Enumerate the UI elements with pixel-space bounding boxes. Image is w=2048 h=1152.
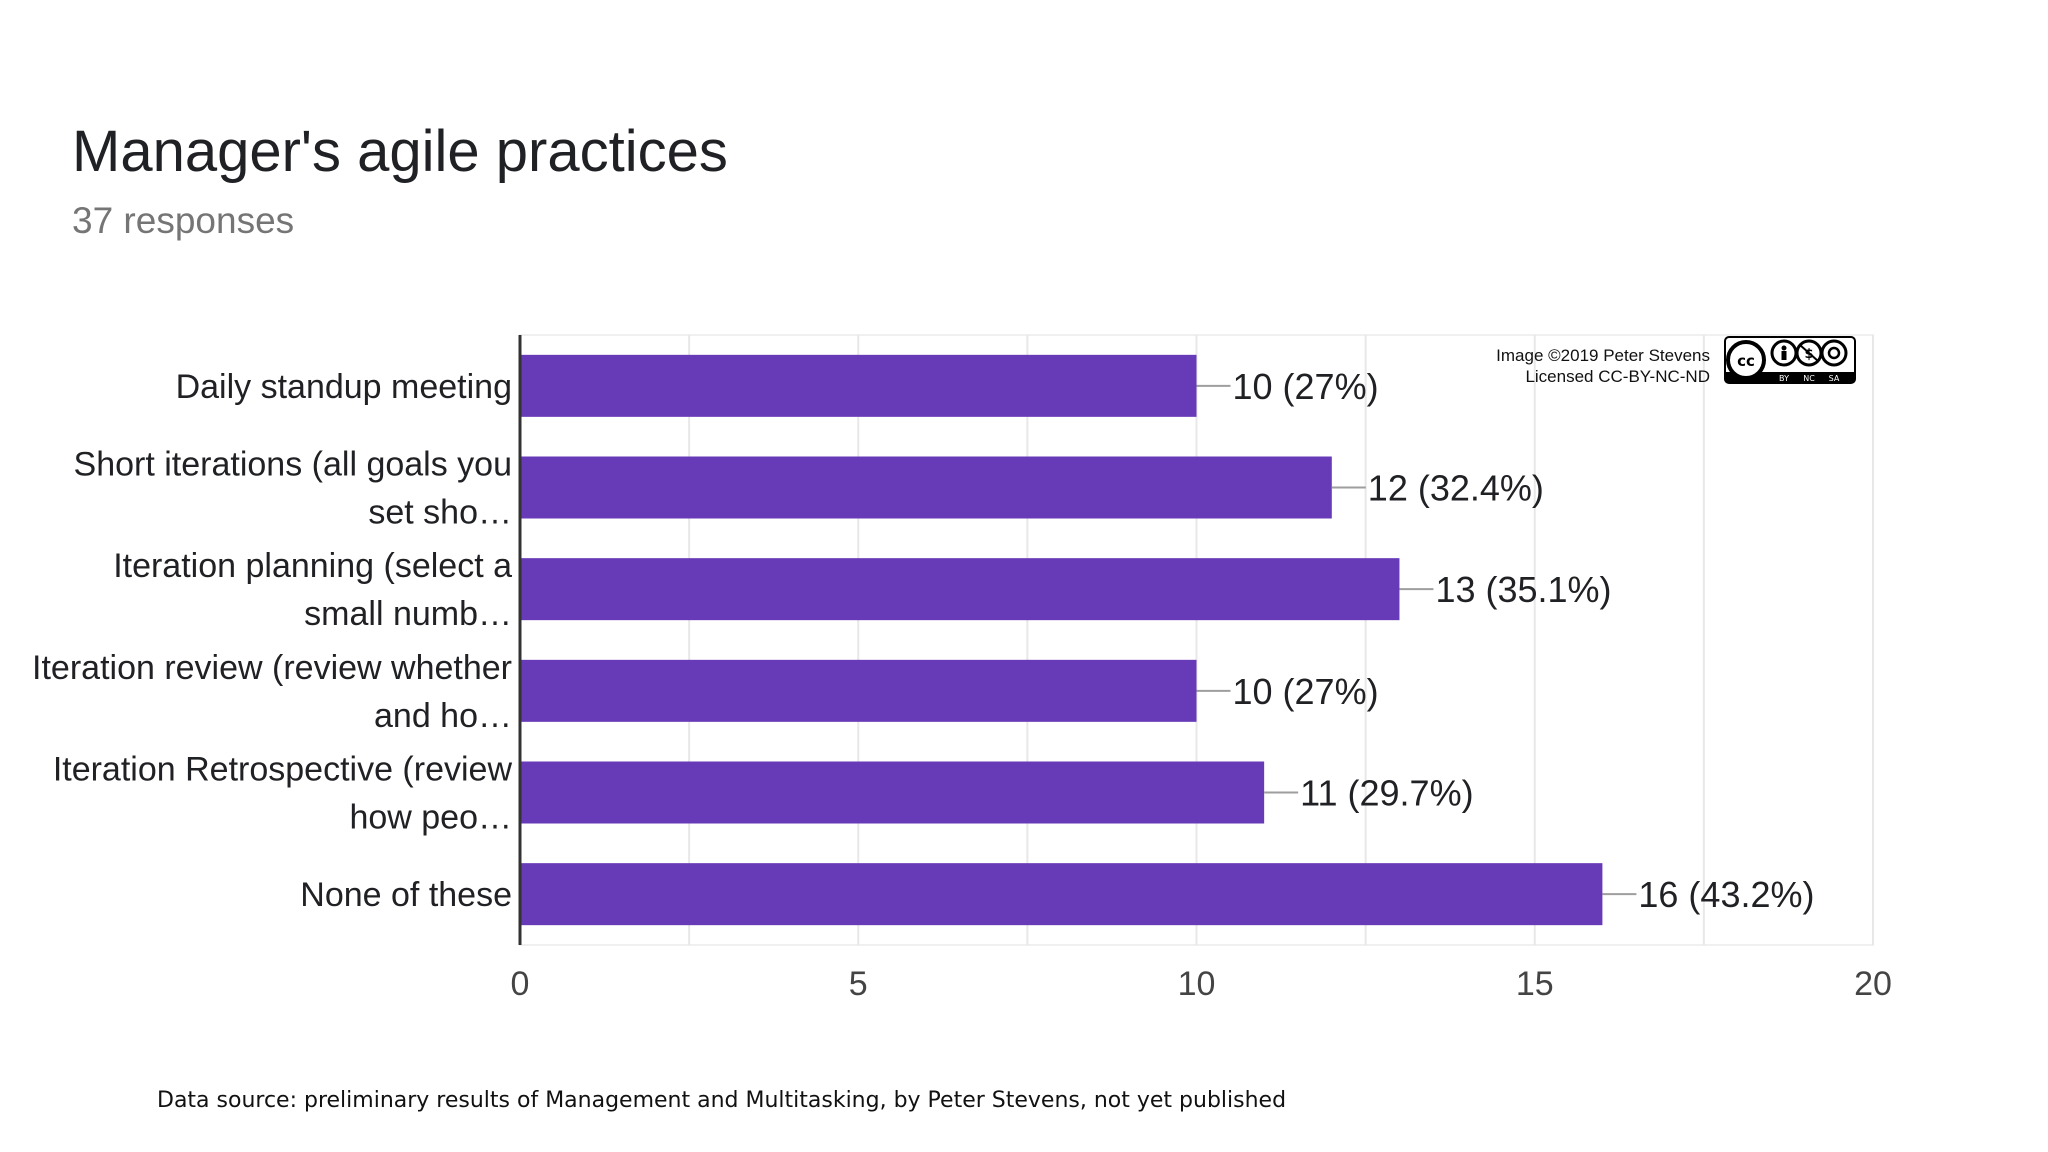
category-label: how peo… [349, 799, 512, 837]
svg-text:cc: cc [1737, 352, 1755, 370]
data-label: 10 (27%) [1233, 671, 1379, 712]
badge-sa-text: SA [1829, 374, 1840, 383]
bar [520, 354, 1197, 417]
x-tick-label: 10 [1178, 965, 1216, 1003]
data-label: 13 (35.1%) [1435, 569, 1611, 610]
bar [520, 761, 1265, 824]
category-label: and ho… [374, 697, 512, 735]
credit-license: Licensed CC-BY-NC-ND [1525, 367, 1710, 386]
bar [520, 558, 1400, 621]
bar [520, 659, 1197, 722]
x-tick-label: 20 [1854, 965, 1892, 1003]
bar [520, 863, 1603, 926]
category-label: Iteration review (review whether [32, 649, 512, 687]
category-label: small numb… [304, 595, 512, 633]
creative-commons-by-nc-sa-icon: cc $ BY NC SA [1724, 336, 1856, 384]
category-label: Iteration planning (select a [113, 547, 512, 585]
badge-by-text: BY [1779, 374, 1789, 383]
image-credit: Image ©2019 Peter Stevens Licensed CC-BY… [1360, 345, 1710, 387]
category-label: Iteration Retrospective (review [53, 751, 513, 789]
credit-copyright: Image ©2019 Peter Stevens [1496, 346, 1710, 365]
category-label: set sho… [368, 494, 512, 532]
response-count: 37 responses [72, 200, 295, 241]
data-label: 12 (32.4%) [1368, 468, 1544, 509]
badge-nc-text: NC [1803, 374, 1815, 383]
data-source-note: Data source: preliminary results of Mana… [157, 1088, 1287, 1113]
svg-text:$: $ [1804, 347, 1813, 362]
category-label: None of these [300, 876, 512, 914]
category-label: Daily standup meeting [176, 368, 512, 406]
x-tick-label: 5 [849, 965, 868, 1003]
x-tick-label: 15 [1516, 965, 1554, 1003]
data-label: 10 (27%) [1233, 366, 1379, 407]
category-label: Short iterations (all goals you [74, 446, 512, 484]
x-tick-label: 0 [511, 965, 530, 1003]
data-label: 16 (43.2%) [1638, 874, 1814, 915]
data-label: 11 (29.7%) [1300, 773, 1473, 814]
bar [520, 456, 1332, 519]
chart-title: Manager's agile practices [72, 119, 728, 184]
